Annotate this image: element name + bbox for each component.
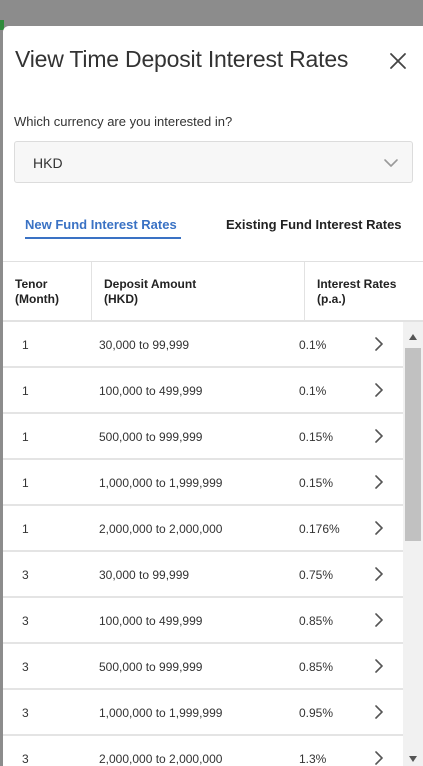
cell-tenor: 3 bbox=[22, 706, 29, 720]
cell-interest-rate: 0.85% bbox=[299, 660, 334, 674]
table-top-divider bbox=[3, 261, 423, 262]
cell-tenor: 3 bbox=[22, 568, 29, 582]
scrollbar-thumb[interactable] bbox=[405, 348, 421, 541]
tab-new-fund-interest-rates[interactable]: New Fund Interest Rates bbox=[25, 217, 177, 232]
close-icon bbox=[390, 53, 406, 69]
cell-deposit-amount: 1,000,000 to 1,999,999 bbox=[99, 476, 223, 490]
chevron-right-icon bbox=[373, 704, 385, 725]
chevron-right-icon bbox=[373, 336, 385, 357]
chevron-right-icon bbox=[373, 566, 385, 587]
table-row[interactable]: 3 500,000 to 999,999 0.85% bbox=[3, 644, 403, 690]
chevron-right-icon bbox=[373, 428, 385, 449]
cell-deposit-amount: 30,000 to 99,999 bbox=[99, 338, 190, 352]
cell-interest-rate: 0.15% bbox=[299, 430, 334, 444]
scroll-down-arrow-icon[interactable] bbox=[408, 750, 418, 766]
cell-interest-rate: 0.95% bbox=[299, 706, 334, 720]
column-header-amount-line2: (HKD) bbox=[104, 292, 138, 306]
cell-deposit-amount: 2,000,000 to 2,000,000 bbox=[99, 752, 223, 766]
tab-existing-fund-interest-rates[interactable]: Existing Fund Interest Rates bbox=[226, 217, 402, 232]
currency-question-label: Which currency are you interested in? bbox=[14, 114, 233, 129]
cell-interest-rate: 1.3% bbox=[299, 752, 327, 766]
cell-tenor: 3 bbox=[22, 660, 29, 674]
dialog-title: View Time Deposit Interest Rates bbox=[15, 46, 349, 72]
table-row[interactable]: 1 1,000,000 to 1,999,999 0.15% bbox=[3, 460, 403, 506]
cell-interest-rate: 0.15% bbox=[299, 476, 334, 490]
table-body: 1 30,000 to 99,999 0.1% 1 100,000 to 499… bbox=[3, 322, 403, 766]
chevron-down-icon bbox=[383, 156, 399, 175]
chevron-right-icon bbox=[373, 520, 385, 541]
backdrop-accent-mark bbox=[0, 20, 4, 30]
cell-tenor: 1 bbox=[22, 476, 29, 490]
interest-rates-dialog: View Time Deposit Interest Rates Which c… bbox=[3, 26, 423, 766]
currency-select[interactable]: HKD bbox=[14, 141, 413, 183]
column-header-deposit-amount: Deposit Amount (HKD) bbox=[92, 262, 305, 320]
chevron-right-icon bbox=[373, 474, 385, 495]
cell-deposit-amount: 2,000,000 to 2,000,000 bbox=[99, 522, 223, 536]
active-tab-indicator bbox=[25, 237, 181, 239]
cell-deposit-amount: 1,000,000 to 1,999,999 bbox=[99, 706, 223, 720]
table-header-row: Tenor (Month) Deposit Amount (HKD) Inter… bbox=[3, 262, 423, 322]
cell-deposit-amount: 500,000 to 999,999 bbox=[99, 430, 203, 444]
currency-selected-value: HKD bbox=[33, 155, 63, 171]
cell-tenor: 3 bbox=[22, 614, 29, 628]
table-row[interactable]: 1 500,000 to 999,999 0.15% bbox=[3, 414, 403, 460]
column-header-amount-line1: Deposit Amount bbox=[104, 277, 197, 291]
cell-interest-rate: 0.75% bbox=[299, 568, 334, 582]
cell-interest-rate: 0.85% bbox=[299, 614, 334, 628]
cell-tenor: 1 bbox=[22, 338, 29, 352]
table-row[interactable]: 3 100,000 to 499,999 0.85% bbox=[3, 598, 403, 644]
table-row[interactable]: 3 2,000,000 to 2,000,000 1.3% bbox=[3, 736, 403, 766]
chevron-right-icon bbox=[373, 612, 385, 633]
cell-tenor: 1 bbox=[22, 522, 29, 536]
cell-interest-rate: 0.1% bbox=[299, 338, 327, 352]
table-scrollbar[interactable] bbox=[403, 322, 423, 766]
cell-deposit-amount: 30,000 to 99,999 bbox=[99, 568, 190, 582]
column-header-interest-rates: Interest Rates (p.a.) bbox=[305, 262, 423, 320]
column-header-tenor: Tenor (Month) bbox=[3, 262, 92, 320]
table-row[interactable]: 1 30,000 to 99,999 0.1% bbox=[3, 322, 403, 368]
cell-deposit-amount: 500,000 to 999,999 bbox=[99, 660, 203, 674]
table-row[interactable]: 1 100,000 to 499,999 0.1% bbox=[3, 368, 403, 414]
table-row[interactable]: 3 30,000 to 99,999 0.75% bbox=[3, 552, 403, 598]
cell-deposit-amount: 100,000 to 499,999 bbox=[99, 384, 203, 398]
column-header-rate-line1: Interest Rates bbox=[317, 277, 397, 291]
column-header-tenor-line2: (Month) bbox=[15, 292, 59, 306]
scroll-up-arrow-icon[interactable] bbox=[408, 328, 418, 346]
column-header-rate-line2: (p.a.) bbox=[317, 292, 346, 306]
cell-tenor: 3 bbox=[22, 752, 29, 766]
chevron-right-icon bbox=[373, 382, 385, 403]
cell-deposit-amount: 100,000 to 499,999 bbox=[99, 614, 203, 628]
cell-tenor: 1 bbox=[22, 384, 29, 398]
cell-tenor: 1 bbox=[22, 430, 29, 444]
table-row[interactable]: 3 1,000,000 to 1,999,999 0.95% bbox=[3, 690, 403, 736]
cell-interest-rate: 0.1% bbox=[299, 384, 327, 398]
close-button[interactable] bbox=[385, 48, 411, 74]
cell-interest-rate: 0.176% bbox=[299, 522, 340, 536]
table-row[interactable]: 1 2,000,000 to 2,000,000 0.176% bbox=[3, 506, 403, 552]
column-header-tenor-line1: Tenor bbox=[15, 277, 48, 291]
chevron-right-icon bbox=[373, 658, 385, 679]
chevron-right-icon bbox=[373, 750, 385, 766]
